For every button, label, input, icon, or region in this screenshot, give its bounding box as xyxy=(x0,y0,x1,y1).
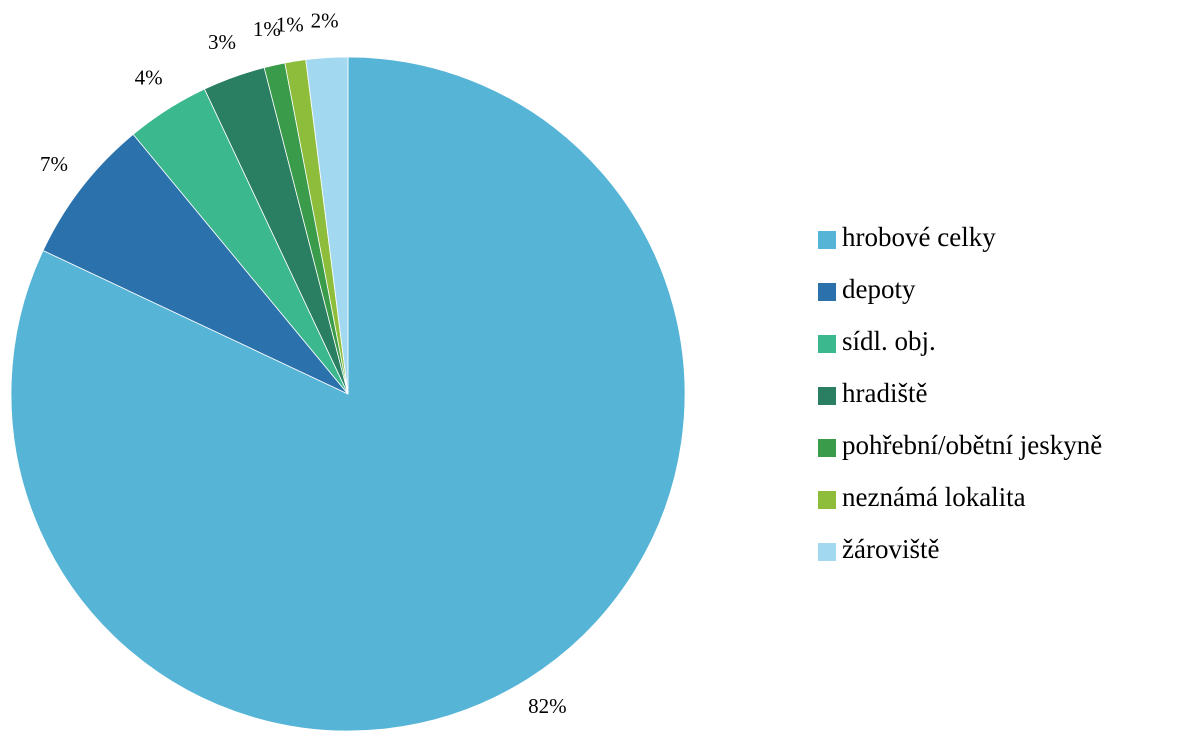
legend-label: depoty xyxy=(842,274,916,304)
legend-label: pohřební/obětní jeskyně xyxy=(842,430,1102,460)
pie-slice xyxy=(42,133,349,395)
data-label: 3% xyxy=(208,30,236,54)
data-label: 4% xyxy=(135,66,163,90)
data-label: 1% xyxy=(276,12,304,36)
legend-swatch xyxy=(818,491,836,509)
legend-swatch xyxy=(818,543,836,561)
legend-label: neznámá lokalita xyxy=(842,482,1026,512)
legend-swatch xyxy=(818,335,836,353)
legend-swatch xyxy=(818,387,836,405)
data-label: 82% xyxy=(528,694,567,718)
legend-label: hrobové celky xyxy=(842,222,996,252)
data-label: 1% xyxy=(253,17,281,41)
legend-swatch xyxy=(818,439,836,457)
legend-swatch xyxy=(818,231,836,249)
legend-label: žároviště xyxy=(842,534,939,564)
legend-label: hradiště xyxy=(842,378,927,408)
pie-slice xyxy=(305,56,349,395)
legend-swatch xyxy=(818,283,836,301)
data-label: 7% xyxy=(40,152,68,176)
data-label: 2% xyxy=(311,9,339,33)
legend-label: sídl. obj. xyxy=(842,326,936,356)
